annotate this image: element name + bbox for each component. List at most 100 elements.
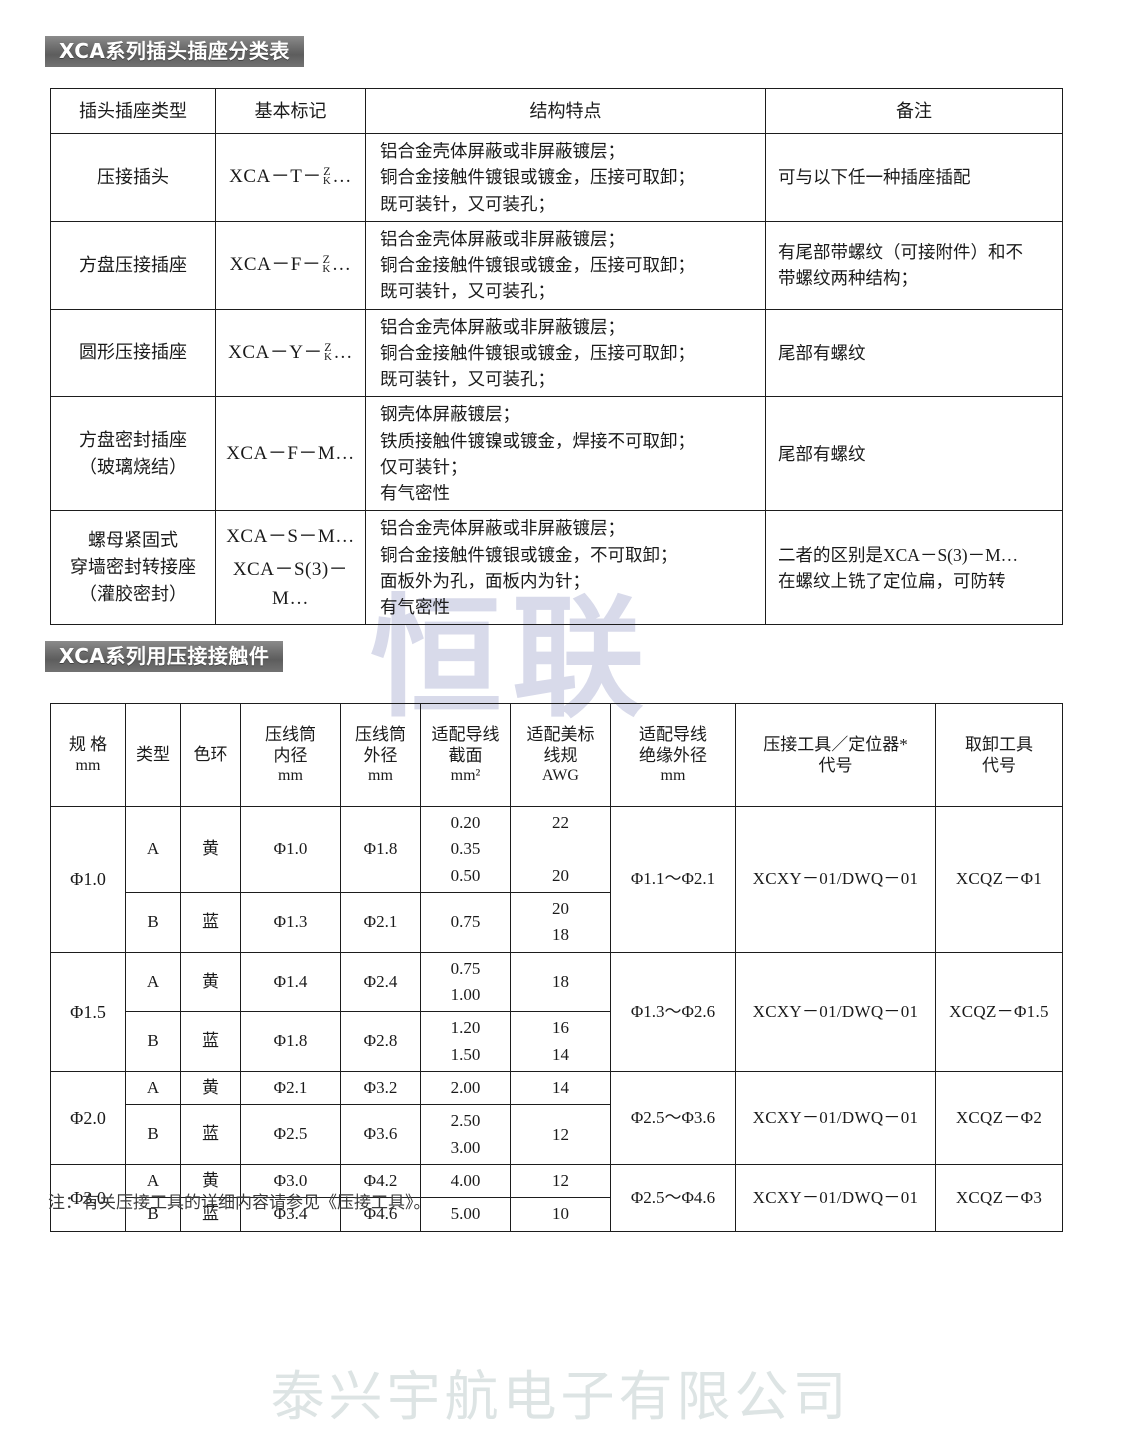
cell-barrel-outer-diameter: Φ2.8 bbox=[340, 1011, 421, 1073]
cell-insulation-outer-diameter: Φ2.5～Φ4.6 bbox=[610, 1164, 736, 1232]
cell-barrel-inner-diameter: Φ1.3 bbox=[240, 892, 341, 953]
cell-color-ring: 蓝 bbox=[180, 1104, 241, 1166]
cell-barrel-outer-diameter: Φ2.4 bbox=[340, 951, 421, 1013]
cell-color-ring: 黄 bbox=[180, 1164, 241, 1199]
cell-wire-section: 2.50 3.00 bbox=[420, 1104, 511, 1166]
cell-removal-tool-code: XCQZ－Φ1 bbox=[935, 806, 1063, 953]
column-header-4: 压线筒 外径 mm bbox=[340, 703, 421, 807]
table-row: Φ1.5 A 黄 Φ1.4 Φ2.4 0.75 1.00 18 Φ1.3～Φ2.6 XCXY－01… bbox=[50, 951, 1063, 1073]
cell-awg: 14 bbox=[510, 1071, 611, 1106]
column-header-6: 适配美标 线规 AWG bbox=[510, 703, 611, 807]
cell-crimp-tool-code: XCXY－01/DWQ－01 bbox=[735, 1164, 936, 1232]
column-header-mark: 基本标记 bbox=[215, 88, 366, 134]
column-header-1: 类型 bbox=[125, 703, 181, 807]
column-header-note: 备注 bbox=[765, 88, 1063, 134]
column-header-3: 压线筒 内径 mm bbox=[240, 703, 341, 807]
column-header-structure: 结构特点 bbox=[365, 88, 766, 134]
cell-removal-tool-code: XCQZ－Φ3 bbox=[935, 1164, 1063, 1232]
cell-barrel-outer-diameter: Φ3.2 bbox=[340, 1071, 421, 1106]
column-header-type: 插头插座类型 bbox=[50, 88, 216, 134]
cell-awg: 10 bbox=[510, 1197, 611, 1232]
cell-barrel-inner-diameter: Φ3.0 bbox=[240, 1164, 341, 1199]
table-row: B 蓝 Φ3.4 Φ4.6 5.00 10 bbox=[51, 1197, 1063, 1232]
cell-plug-socket-type: 方盘密封插座 （玻璃烧结） bbox=[50, 396, 216, 512]
column-header-5: 适配导线 截面 mm² bbox=[420, 703, 511, 807]
cell-basic-marking: XCA－S－M… XCA－S(3)－M… bbox=[215, 510, 366, 626]
column-header-9: 取卸工具 代号 bbox=[935, 703, 1063, 807]
cell-wire-section: 4.00 bbox=[420, 1164, 511, 1199]
cell-insulation-outer-diameter: Φ1.1～Φ2.1 bbox=[610, 806, 736, 953]
cell-awg: 12 bbox=[510, 1164, 611, 1199]
cell-type: B bbox=[125, 1011, 181, 1073]
section-header-contacts: XCA系列用压接接触件 bbox=[45, 641, 284, 672]
table-row: 圆形压接插座 XCA－Y－ Z K… 铝合金壳体屏蔽或非屏蔽镀层； 铜合金接触件镀银或镀金… bbox=[50, 308, 1063, 398]
watermark-company-footer: 泰兴宇航电子有限公司 bbox=[270, 1365, 851, 1428]
cell-type: A bbox=[125, 951, 181, 1013]
table-header-row: 插头插座类型 基本标记 结构特点 备注 bbox=[50, 88, 1063, 134]
table-row: Φ3.0 A 黄 Φ3.0 Φ4.2 4.00 12 Φ2.5～Φ4.6 XCXY－01/DWQ… bbox=[50, 1164, 1063, 1232]
cell-plug-socket-type: 方盘压接插座 bbox=[50, 220, 216, 310]
cell-crimp-tool-code: XCXY－01/DWQ－01 bbox=[735, 951, 936, 1073]
cell-barrel-outer-diameter: Φ2.1 bbox=[340, 892, 421, 953]
cell-type: B bbox=[125, 892, 181, 953]
cell-remark: 可与以下任一种插座插配 bbox=[765, 133, 1063, 222]
cell-color-ring: 蓝 bbox=[180, 1197, 241, 1232]
table-row: 方盘压接插座 XCA－F－ Z K… 铝合金壳体屏蔽或非屏蔽镀层； 铜合金接触件镀银或镀金… bbox=[50, 220, 1063, 310]
cell-structure-features: 铝合金壳体屏蔽或非屏蔽镀层； 铜合金接触件镀银或镀金，压接可取卸； 既可装针，又可装… bbox=[365, 308, 766, 398]
table-row: 压接插头 XCA－T－ Z K… 铝合金壳体屏蔽或非屏蔽镀层； 铜合金接触件镀银或镀金，压… bbox=[50, 133, 1063, 222]
cell-spec: Φ2.0 bbox=[50, 1071, 126, 1166]
table-row: Φ1.0A黄Φ1.0Φ1.80.200.350.5022·20Φ1.1～Φ2.1… bbox=[50, 805, 1063, 953]
table-row: B 蓝 Φ1.3 Φ2.1 0.75 20 18 bbox=[51, 892, 1063, 953]
cell-color-ring: 蓝 bbox=[180, 1011, 241, 1073]
cell-color-ring: 黄 bbox=[180, 951, 241, 1013]
cell-barrel-outer-diameter: Φ3.6 bbox=[340, 1104, 421, 1166]
cell-barrel-inner-diameter: Φ1.4 bbox=[240, 951, 341, 1013]
cell-crimp-tool-code: XCXY－01/DWQ－01 bbox=[735, 1071, 936, 1166]
cell-remark: 尾部有螺纹 bbox=[765, 396, 1063, 512]
cell-type: B bbox=[125, 1104, 181, 1166]
table-row: B 蓝 Φ2.5 Φ3.6 2.50 3.00 12 bbox=[51, 1104, 1063, 1166]
section-header-classification: XCA系列插头插座分类表 bbox=[45, 36, 304, 67]
classification-table: 插头插座类型 基本标记 结构特点 备注 压接插头 XCA－T－ Z K… 铝合金壳体屏蔽… bbox=[50, 88, 1063, 626]
cell-barrel-inner-diameter: Φ1.8 bbox=[240, 1011, 341, 1073]
table-row: 螺母紧固式 穿墙密封转接座 （灌胶密封） XCA－S－M… XCA－S(3)－M… 铝合金… bbox=[50, 510, 1063, 626]
crimp-contacts-table: 规 格 mm 类型 色环 压线筒 内径 mm 压线筒 外径 mm 适配导线 截面 mm² 适配美标 线规 AW… bbox=[50, 703, 1063, 1232]
cell-insulation-outer-diameter: Φ2.5～Φ3.6 bbox=[610, 1071, 736, 1166]
table-row: 方盘密封插座 （玻璃烧结） XCA－F－M… 钢壳体屏蔽镀层； 铁质接触件镀镍或镀金，焊… bbox=[50, 396, 1063, 512]
cell-removal-tool-code: XCQZ－Φ2 bbox=[935, 1071, 1063, 1166]
cell-structure-features: 铝合金壳体屏蔽或非屏蔽镀层； 铜合金接触件镀银或镀金，压接可取卸； 既可装针，又可装… bbox=[365, 133, 766, 222]
cell-insulation-outer-diameter: Φ1.3～Φ2.6 bbox=[610, 951, 736, 1073]
column-header-0: 规 格 mm bbox=[50, 703, 126, 807]
cell-barrel-inner-diameter: Φ2.1 bbox=[240, 1071, 341, 1106]
footnote-text: 注：有关压接工具的详细内容请参见《压接工具》。 bbox=[48, 1193, 431, 1213]
table-row: B 蓝 Φ1.8 Φ2.8 1.20 1.50 16 14 bbox=[51, 1011, 1063, 1073]
cell-basic-marking: XCA－T－ Z K… bbox=[215, 133, 366, 222]
cell-structure-features: 铝合金壳体屏蔽或非屏蔽镀层； 铜合金接触件镀银或镀金，压接可取卸； 既可装针，又可装… bbox=[365, 220, 766, 310]
cell-spec: Φ3.0 bbox=[50, 1164, 126, 1232]
cell-type: A bbox=[125, 1164, 181, 1199]
column-header-7: 适配导线 绝缘外径 mm bbox=[610, 703, 736, 807]
cell-basic-marking: XCA－Y－ Z K… bbox=[215, 308, 366, 398]
cell-plug-socket-type: 压接插头 bbox=[50, 133, 216, 222]
table-row: Φ2.0 A 黄 Φ2.1 Φ3.2 2.00 14 Φ2.5～Φ3.6 XCXY－01/DWQ… bbox=[50, 1071, 1063, 1166]
cell-wire-section: 0.20 0.35 0.50 bbox=[420, 805, 511, 894]
cell-awg: 12 bbox=[510, 1104, 611, 1166]
cell-type: A bbox=[125, 1071, 181, 1106]
column-header-2: 色环 bbox=[180, 703, 241, 807]
cell-awg: 18 bbox=[510, 951, 611, 1013]
cell-barrel-inner-diameter: Φ1.0 bbox=[240, 805, 341, 894]
cell-remark: 二者的区别是XCA－S(3)－M… 在螺纹上铣了定位扁，可防转 bbox=[765, 510, 1063, 626]
cell-plug-socket-type: 螺母紧固式 穿墙密封转接座 （灌胶密封） bbox=[50, 510, 216, 626]
cell-structure-features: 铝合金壳体屏蔽或非屏蔽镀层； 铜合金接触件镀银或镀金，不可取卸； 面板外为孔，面板内… bbox=[365, 510, 766, 626]
cell-plug-socket-type: 圆形压接插座 bbox=[50, 308, 216, 398]
cell-awg: 16 14 bbox=[510, 1011, 611, 1073]
cell-barrel-inner-diameter: Φ2.5 bbox=[240, 1104, 341, 1166]
cell-remark: 有尾部带螺纹（可接附件）和不 带螺纹两种结构； bbox=[765, 220, 1063, 310]
cell-awg: 20 18 bbox=[510, 892, 611, 953]
cell-wire-section: 5.00 bbox=[420, 1197, 511, 1232]
cell-spec: Φ1.5 bbox=[50, 951, 126, 1073]
cell-wire-section: 0.75 1.00 bbox=[420, 951, 511, 1013]
table-header-row: 规 格 mm 类型 色环 压线筒 内径 mm 压线筒 外径 mm 适配导线 截面 mm² 适配美标 线规 AW… bbox=[50, 703, 1063, 807]
cell-barrel-outer-diameter: Φ4.2 bbox=[340, 1164, 421, 1199]
cell-barrel-inner-diameter: Φ3.4 bbox=[240, 1197, 341, 1232]
